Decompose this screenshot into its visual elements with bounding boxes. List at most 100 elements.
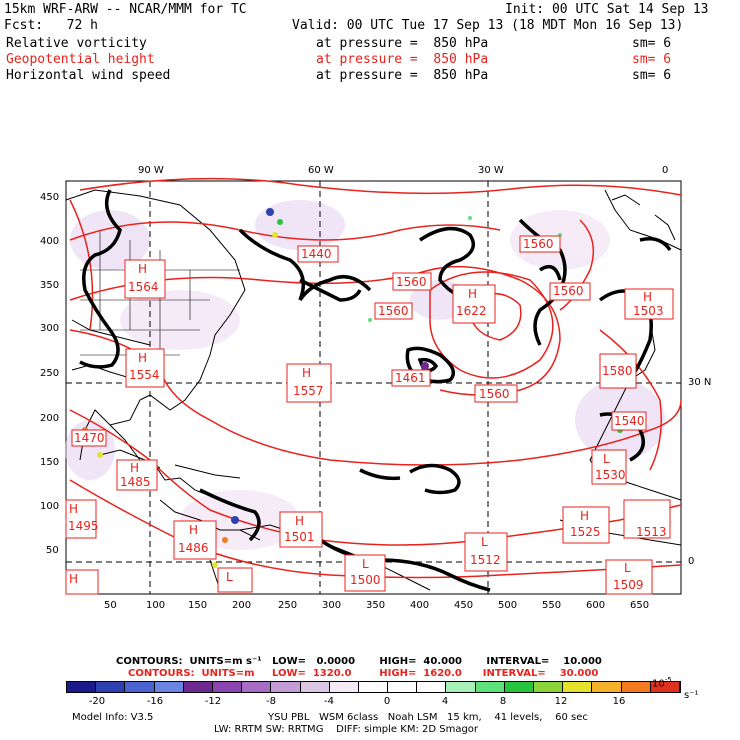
scale-label: 16 [612,696,626,707]
scale-label: 0 [383,696,391,707]
x-tick: 300 [322,600,342,611]
height-value: 1500 [350,573,381,587]
low-marker: L [603,452,610,466]
high-marker: H [138,262,148,276]
field-smooth-wind: sm= 6 [632,68,672,83]
field-smooth-height: sm= 6 [632,52,672,67]
lon-label: 30 W [478,165,504,176]
high-marker: H [295,514,305,528]
scale-label: 12 [554,696,568,707]
scale-label: -4 [324,696,334,707]
height-value: 1560 [396,275,427,289]
y-tick: 300 [40,323,60,334]
y-tick: 100 [40,501,60,512]
x-tick: 100 [146,600,166,611]
scale-exponent: -5 [664,676,672,684]
y-tick: 400 [40,236,60,247]
y-tick: 200 [40,413,60,424]
color-swatch [271,682,301,692]
low-marker: L [362,557,369,571]
color-swatch [212,682,243,692]
forecast-hour: Fcst: 72 h [4,18,98,33]
height-label-boxes [65,235,674,595]
color-swatch [388,682,418,692]
color-swatch [650,682,680,692]
scale-label: 4 [441,696,449,707]
x-tick: 550 [542,600,562,611]
x-tick: 650 [630,600,650,611]
y-tick: 250 [40,368,60,379]
color-swatch [300,682,330,692]
color-swatch [446,682,476,692]
height-value: 1554 [129,368,160,382]
color-scale [66,681,681,693]
field-level-wind: at pressure = 850 hPa [316,68,489,83]
scale-unit: s⁻¹ [684,690,699,701]
high-marker: H [138,351,148,365]
height-value: 1485 [120,475,151,489]
model-info: Model Info: V3.5 [72,712,154,723]
height-value: 1440 [301,247,332,261]
lon-label: 90 W [138,165,164,176]
init-time: Init: 00 UTC Sat 14 Sep 13 [505,2,709,17]
low-marker: L [481,535,488,549]
y-tick: 150 [40,457,60,468]
scale-base: 10 [652,678,665,690]
height-value: 1501 [284,530,315,544]
color-swatch [358,682,389,692]
y-tick: 50 [46,545,59,556]
height-value: 1495 [68,519,99,533]
height-value: 1513 [636,525,667,539]
lat-label: 30 N [688,377,712,388]
contours-height-info: CONTOURS: UNITS=m LOW= 1320.0 HIGH= 1620… [128,668,599,679]
height-value: 1461 [395,371,426,385]
height-value: 1564 [128,280,159,294]
high-marker: H [643,290,653,304]
scale-label: -8 [266,696,276,707]
contours-wind-info: CONTOURS: UNITS=m s⁻¹ LOW= 0.0000 HIGH= … [116,656,602,667]
height-value: 1560 [523,237,554,251]
color-swatch [154,682,184,692]
high-marker: H [580,509,590,523]
run-title: 15km WRF-ARW -- NCAR/MMM for TC [4,2,247,17]
height-value: 1470 [74,431,105,445]
lon-label: 0 [662,165,669,176]
height-value: 1580 [602,364,633,378]
color-swatch [563,682,593,692]
x-tick: 250 [278,600,298,611]
x-tick: 50 [104,600,117,611]
height-value: 1540 [614,414,645,428]
height-value: 1486 [178,541,209,555]
color-swatch [125,682,155,692]
field-name-height: Geopotential height [6,52,155,67]
height-value: 1503 [633,304,664,318]
x-tick: 400 [410,600,430,611]
height-value: 1509 [613,578,644,592]
physics-info: YSU PBL WSM 6class Noah LSM 15 km, 41 le… [268,712,588,723]
scale-label: -20 [88,696,106,707]
color-swatch [475,682,505,692]
height-value: 1560 [553,284,584,298]
scale-label: 8 [499,696,507,707]
high-marker: H [302,366,312,380]
lat-label: 0 [688,556,695,567]
color-swatch [621,682,651,692]
high-marker: H [189,523,199,537]
height-value: 1557 [293,384,324,398]
x-tick: 600 [586,600,606,611]
y-tick: 450 [40,192,60,203]
color-swatch [504,682,534,692]
high-marker: H [130,461,140,475]
scale-label: -16 [146,696,164,707]
field-level-vorticity: at pressure = 850 hPa [316,36,489,51]
lon-label: 60 W [308,165,334,176]
x-tick: 450 [454,600,474,611]
high-marker: H [468,287,478,301]
y-tick: 350 [40,280,60,291]
color-swatch [329,682,359,692]
high-marker: H [69,572,79,586]
low-marker: L [226,570,233,584]
height-value: 1525 [570,525,601,539]
scale-label: -12 [204,696,222,707]
